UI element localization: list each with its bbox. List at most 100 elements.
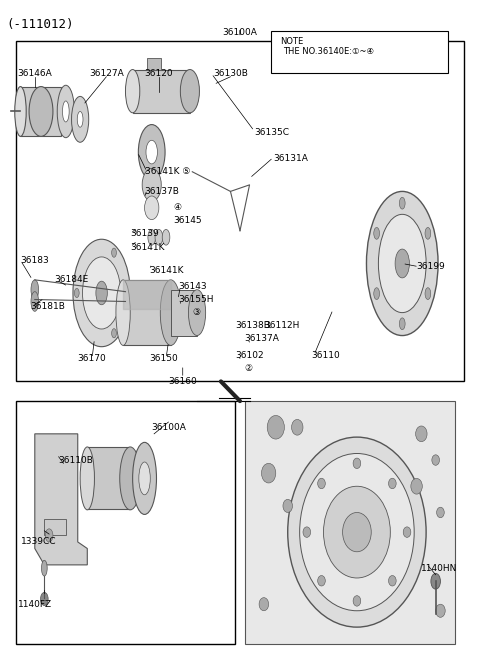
Text: 36143: 36143 bbox=[178, 282, 206, 291]
Text: 36100A: 36100A bbox=[151, 423, 186, 432]
Ellipse shape bbox=[41, 561, 47, 576]
Ellipse shape bbox=[388, 478, 396, 489]
Ellipse shape bbox=[403, 527, 411, 538]
Ellipse shape bbox=[318, 478, 325, 489]
Ellipse shape bbox=[112, 248, 116, 257]
Ellipse shape bbox=[155, 230, 163, 245]
Text: 36110: 36110 bbox=[312, 351, 340, 360]
Bar bbox=[44, 519, 66, 536]
Text: 1339CC: 1339CC bbox=[21, 538, 56, 546]
Ellipse shape bbox=[73, 240, 130, 347]
Ellipse shape bbox=[378, 215, 426, 313]
Text: 36102: 36102 bbox=[235, 351, 264, 360]
Ellipse shape bbox=[388, 576, 396, 586]
Text: 36145: 36145 bbox=[173, 216, 202, 226]
Ellipse shape bbox=[262, 463, 276, 483]
Bar bbox=[123, 280, 171, 345]
Polygon shape bbox=[245, 401, 455, 644]
Ellipse shape bbox=[83, 257, 120, 329]
Bar bbox=[87, 447, 130, 509]
Text: 36160: 36160 bbox=[168, 377, 197, 386]
Ellipse shape bbox=[374, 228, 380, 240]
FancyBboxPatch shape bbox=[271, 31, 447, 74]
Ellipse shape bbox=[148, 230, 156, 245]
Text: 36112H: 36112H bbox=[264, 321, 299, 330]
Ellipse shape bbox=[437, 507, 444, 518]
Text: 36141K: 36141K bbox=[130, 243, 165, 251]
Bar bbox=[132, 70, 190, 113]
Text: 36183: 36183 bbox=[21, 256, 49, 265]
Bar bbox=[147, 59, 161, 70]
Ellipse shape bbox=[77, 111, 83, 127]
Ellipse shape bbox=[139, 462, 150, 495]
Ellipse shape bbox=[116, 280, 130, 345]
Ellipse shape bbox=[40, 592, 48, 605]
Text: 36155H: 36155H bbox=[178, 295, 214, 304]
Text: 36199: 36199 bbox=[417, 263, 445, 271]
Ellipse shape bbox=[142, 168, 161, 201]
Ellipse shape bbox=[425, 228, 431, 240]
Ellipse shape bbox=[96, 281, 108, 305]
Ellipse shape bbox=[180, 70, 199, 113]
Bar bbox=[171, 290, 197, 336]
Text: 36130B: 36130B bbox=[213, 69, 248, 78]
Ellipse shape bbox=[399, 197, 405, 209]
Ellipse shape bbox=[283, 499, 292, 513]
Text: ③: ③ bbox=[192, 308, 201, 317]
Ellipse shape bbox=[31, 291, 38, 311]
Ellipse shape bbox=[399, 318, 405, 330]
Ellipse shape bbox=[112, 328, 116, 338]
Ellipse shape bbox=[411, 478, 422, 494]
Ellipse shape bbox=[15, 87, 26, 136]
Text: 36146A: 36146A bbox=[17, 69, 52, 78]
Text: ②: ② bbox=[245, 364, 253, 373]
Ellipse shape bbox=[374, 288, 380, 299]
Text: 36100A: 36100A bbox=[223, 28, 257, 37]
Ellipse shape bbox=[189, 290, 205, 336]
Ellipse shape bbox=[125, 70, 140, 113]
Text: 36139: 36139 bbox=[130, 230, 159, 238]
Ellipse shape bbox=[45, 529, 53, 542]
Text: 36138B: 36138B bbox=[235, 321, 270, 330]
Text: 36184E: 36184E bbox=[54, 275, 88, 284]
Ellipse shape bbox=[146, 140, 157, 164]
Ellipse shape bbox=[267, 415, 284, 439]
Text: 36141K ⑤: 36141K ⑤ bbox=[144, 167, 190, 176]
Ellipse shape bbox=[259, 597, 269, 611]
Bar bbox=[21, 87, 61, 136]
Ellipse shape bbox=[416, 426, 427, 442]
Text: 36131A: 36131A bbox=[274, 154, 308, 163]
Ellipse shape bbox=[300, 453, 414, 611]
Ellipse shape bbox=[31, 280, 38, 299]
Text: 1140FZ: 1140FZ bbox=[18, 599, 52, 609]
Ellipse shape bbox=[57, 86, 74, 138]
Ellipse shape bbox=[62, 101, 69, 122]
Ellipse shape bbox=[288, 437, 426, 627]
Ellipse shape bbox=[29, 87, 53, 136]
Polygon shape bbox=[35, 434, 87, 565]
Ellipse shape bbox=[318, 576, 325, 586]
Text: 36120: 36120 bbox=[144, 69, 173, 78]
Text: ④: ④ bbox=[173, 203, 181, 213]
Ellipse shape bbox=[138, 124, 165, 180]
Ellipse shape bbox=[432, 455, 440, 465]
Text: 36170: 36170 bbox=[78, 354, 107, 363]
Text: 36150: 36150 bbox=[149, 354, 178, 363]
Ellipse shape bbox=[431, 573, 441, 589]
Ellipse shape bbox=[425, 288, 431, 299]
Text: 36135C: 36135C bbox=[254, 128, 289, 137]
Ellipse shape bbox=[80, 447, 95, 510]
Text: 1140HN: 1140HN bbox=[421, 564, 458, 572]
Ellipse shape bbox=[72, 96, 89, 142]
Ellipse shape bbox=[120, 447, 141, 510]
Ellipse shape bbox=[353, 595, 361, 606]
Text: 36137A: 36137A bbox=[245, 334, 280, 343]
Text: 36110B: 36110B bbox=[59, 455, 94, 465]
Ellipse shape bbox=[132, 442, 156, 515]
Text: THE NO.36140E:①~④: THE NO.36140E:①~④ bbox=[283, 47, 374, 55]
Text: (-111012): (-111012) bbox=[6, 18, 73, 31]
Ellipse shape bbox=[160, 280, 181, 345]
Ellipse shape bbox=[324, 486, 390, 578]
Ellipse shape bbox=[74, 288, 79, 297]
Text: 36141K: 36141K bbox=[149, 266, 184, 274]
